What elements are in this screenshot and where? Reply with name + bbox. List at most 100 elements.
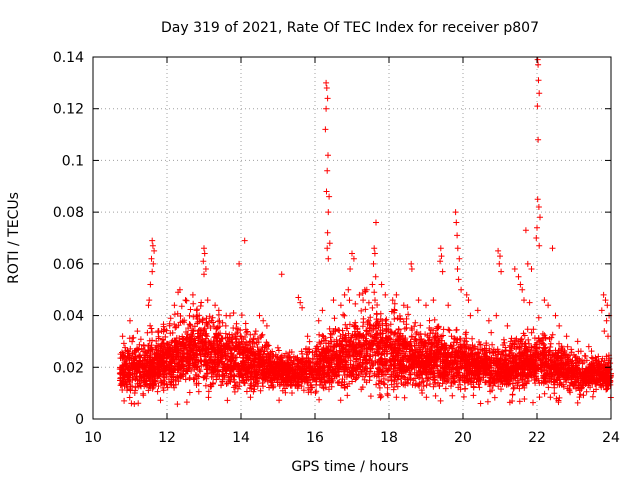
data-point xyxy=(509,398,516,404)
data-point xyxy=(401,348,407,355)
data-point xyxy=(366,377,373,384)
data-point xyxy=(171,384,178,391)
data-point xyxy=(204,366,211,373)
data-point xyxy=(297,366,304,373)
data-point xyxy=(431,357,438,364)
data-point xyxy=(145,342,152,349)
data-point xyxy=(483,340,490,347)
data-point xyxy=(281,377,288,384)
data-point xyxy=(539,366,546,373)
data-point xyxy=(216,373,223,380)
data-point xyxy=(418,379,425,386)
data-point xyxy=(440,332,446,339)
data-point xyxy=(541,332,548,339)
data-point xyxy=(224,397,231,404)
data-point xyxy=(312,389,319,396)
data-point xyxy=(402,382,409,389)
data-point xyxy=(412,382,419,389)
data-point xyxy=(408,325,415,332)
data-point xyxy=(475,355,482,362)
data-point xyxy=(407,376,414,383)
data-point xyxy=(490,350,497,357)
data-point xyxy=(480,374,487,381)
data-point xyxy=(154,388,161,395)
data-point xyxy=(542,375,548,382)
data-point xyxy=(451,335,458,342)
data-point xyxy=(564,343,571,350)
data-point xyxy=(242,320,249,327)
data-point xyxy=(281,369,288,376)
data-point xyxy=(179,345,186,352)
data-point xyxy=(128,400,135,407)
data-point xyxy=(535,355,542,361)
data-point xyxy=(588,373,595,380)
data-point xyxy=(148,325,155,332)
data-point xyxy=(387,328,394,335)
data-point xyxy=(378,393,385,400)
data-point xyxy=(425,375,432,382)
data-point xyxy=(391,316,398,322)
data-point xyxy=(540,340,547,347)
data-point xyxy=(589,393,596,400)
data-point xyxy=(229,331,235,338)
data-point xyxy=(442,385,449,392)
data-point xyxy=(190,376,197,383)
data-point xyxy=(349,332,356,339)
data-point xyxy=(234,385,241,392)
data-point xyxy=(564,385,571,392)
data-point xyxy=(286,349,293,356)
data-point xyxy=(420,352,427,359)
data-point xyxy=(417,330,424,337)
data-point xyxy=(218,382,224,389)
data-point xyxy=(355,360,362,367)
data-point xyxy=(276,365,283,372)
data-point xyxy=(445,376,452,383)
data-point xyxy=(352,319,359,326)
data-point xyxy=(188,367,195,374)
data-point xyxy=(120,340,127,347)
data-point xyxy=(372,352,379,359)
data-point xyxy=(336,378,343,385)
data-point xyxy=(555,374,562,381)
data-point xyxy=(480,357,487,364)
data-point xyxy=(457,343,463,350)
data-point xyxy=(352,334,359,341)
data-point xyxy=(564,369,571,375)
data-point xyxy=(121,353,128,360)
data-point xyxy=(196,333,203,340)
data-point xyxy=(322,335,329,341)
data-point xyxy=(365,299,372,306)
data-point xyxy=(255,339,262,346)
data-point xyxy=(251,331,258,338)
data-point xyxy=(210,369,217,376)
data-point xyxy=(359,373,366,380)
data-point xyxy=(231,388,238,395)
data-point xyxy=(299,350,306,357)
data-point xyxy=(120,378,127,385)
data-point xyxy=(375,365,381,372)
data-point xyxy=(246,384,253,391)
data-point xyxy=(300,387,307,394)
data-point xyxy=(588,348,595,355)
data-point xyxy=(362,365,369,371)
data-point xyxy=(232,359,239,366)
data-point xyxy=(390,346,397,353)
data-point xyxy=(374,302,381,308)
data-point xyxy=(371,333,378,340)
data-point xyxy=(488,355,495,362)
data-point xyxy=(360,341,367,348)
data-point xyxy=(350,353,357,360)
data-point xyxy=(228,339,235,346)
data-point xyxy=(197,303,204,309)
data-point xyxy=(129,338,136,345)
data-point xyxy=(362,306,369,313)
data-point xyxy=(254,383,261,390)
data-point xyxy=(207,383,214,390)
data-point xyxy=(233,330,240,337)
data-point xyxy=(513,364,520,371)
data-point xyxy=(507,338,514,345)
data-point xyxy=(213,326,220,332)
data-point xyxy=(246,338,253,345)
data-point xyxy=(417,322,424,329)
data-point xyxy=(572,374,579,381)
